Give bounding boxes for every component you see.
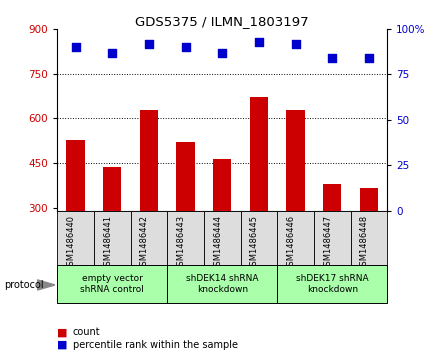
Point [109,50,116,56]
Text: ■: ■ [57,327,68,337]
Text: GSM1486446: GSM1486446 [286,215,296,271]
Bar [140,110,158,297]
Bar [250,97,268,297]
Text: protocol: protocol [4,280,44,290]
Text: GSM1486447: GSM1486447 [323,215,332,271]
Text: GSM1486448: GSM1486448 [360,215,369,271]
Text: ■: ■ [57,340,68,350]
Text: GSM1486444: GSM1486444 [213,215,222,271]
Bar [213,159,231,297]
FancyBboxPatch shape [57,265,167,303]
Bar [176,142,195,297]
Point [145,41,152,46]
FancyBboxPatch shape [131,211,167,265]
FancyBboxPatch shape [167,211,204,265]
Bar [66,140,85,297]
Text: shDEK14 shRNA
knockdown: shDEK14 shRNA knockdown [186,274,258,294]
Point [292,41,299,46]
Text: GSM1486440: GSM1486440 [66,215,76,271]
Point [329,55,336,61]
Polygon shape [37,280,55,290]
FancyBboxPatch shape [241,211,277,265]
FancyBboxPatch shape [277,211,314,265]
Text: GSM1486442: GSM1486442 [140,215,149,271]
Point [182,44,189,50]
Bar [103,167,121,297]
FancyBboxPatch shape [167,265,277,303]
Point [72,44,79,50]
Text: GSM1486445: GSM1486445 [250,215,259,271]
Text: GSM1486441: GSM1486441 [103,215,112,271]
Text: GSM1486443: GSM1486443 [176,215,186,271]
FancyBboxPatch shape [94,211,131,265]
Text: percentile rank within the sample: percentile rank within the sample [73,340,238,350]
FancyBboxPatch shape [204,211,241,265]
FancyBboxPatch shape [314,211,351,265]
Text: count: count [73,327,100,337]
Bar [360,188,378,297]
Text: shDEK17 shRNA
knockdown: shDEK17 shRNA knockdown [296,274,369,294]
Point [255,39,262,45]
Point [365,55,372,61]
FancyBboxPatch shape [57,211,94,265]
FancyBboxPatch shape [351,211,387,265]
Point [219,50,226,56]
FancyBboxPatch shape [277,265,387,303]
Bar [323,184,341,297]
Title: GDS5375 / ILMN_1803197: GDS5375 / ILMN_1803197 [136,15,309,28]
Text: empty vector
shRNA control: empty vector shRNA control [80,274,144,294]
Bar [286,110,305,297]
